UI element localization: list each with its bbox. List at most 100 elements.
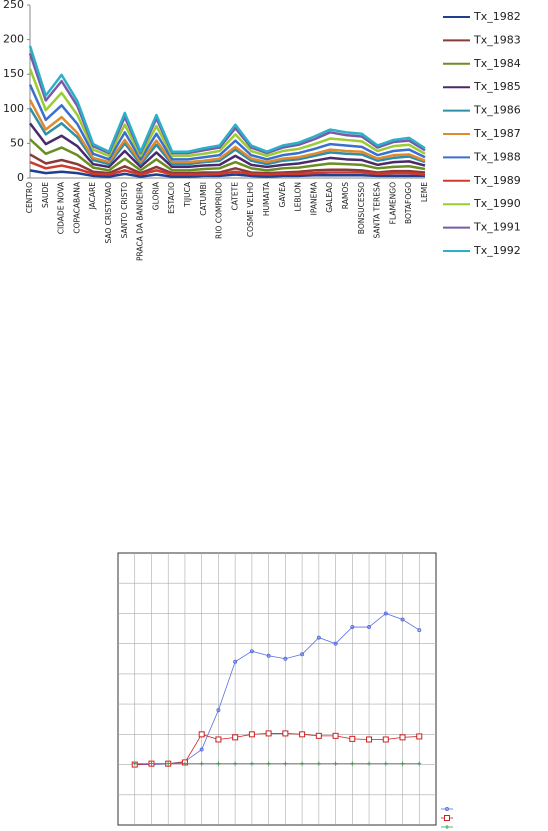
- line-series: [28, 107, 426, 166]
- marker: [316, 635, 321, 640]
- marker: [445, 807, 449, 811]
- legend-label: Tx_1988: [473, 150, 521, 163]
- marker: [382, 736, 389, 743]
- marker: [199, 747, 204, 752]
- legend-label: Tx_1984: [473, 57, 521, 70]
- y-tick-label: 200: [3, 33, 24, 46]
- x-tick-label: ESTACIO: [167, 182, 176, 214]
- x-tick-label: COSME VELHO: [246, 182, 255, 237]
- legend-label: Tx_1991: [473, 221, 521, 234]
- marker: [332, 732, 339, 739]
- line-series: [29, 160, 426, 176]
- legend-label: Tx_1992: [473, 244, 521, 257]
- x-tick-label: CATETE: [230, 182, 239, 211]
- x-tick-label: CATUMBI: [199, 182, 208, 216]
- line-series: [29, 169, 425, 178]
- marker: [417, 628, 422, 633]
- marker: [333, 641, 338, 646]
- x-tick-label: SAO CRISTOVAO: [104, 182, 113, 244]
- marker: [367, 625, 372, 630]
- marker: [166, 761, 171, 766]
- legend-label: Tx_1987: [473, 127, 521, 140]
- marker: [366, 736, 373, 743]
- marker: [400, 761, 405, 766]
- y-tick-label: 150: [3, 67, 24, 80]
- legend-label: Tx_1983: [473, 33, 521, 46]
- legend-label: Tx_1982: [473, 10, 521, 23]
- marker: [383, 611, 388, 616]
- y-tick-label: 250: [3, 0, 24, 11]
- x-tick-label: RAMOS: [341, 182, 350, 209]
- marker: [350, 761, 355, 766]
- line-series: [28, 99, 426, 164]
- legend-label: Tx_1985: [473, 80, 521, 93]
- x-tick-label: JACARE: [88, 182, 97, 211]
- line-series: [29, 153, 426, 175]
- marker: [132, 761, 137, 766]
- line-series: [134, 612, 420, 765]
- line-series: [28, 53, 426, 155]
- x-tick-label: BOTAFOGO: [404, 182, 413, 224]
- marker: [333, 761, 338, 766]
- x-tick-label: GLORIA: [151, 181, 160, 210]
- marker: [216, 761, 221, 766]
- x-tick-label: SANTA TERESA: [373, 181, 382, 238]
- marker: [383, 761, 388, 766]
- marker: [416, 733, 423, 740]
- marker: [232, 734, 239, 741]
- marker: [248, 731, 255, 738]
- marker: [265, 730, 272, 737]
- marker: [300, 761, 305, 766]
- marker: [350, 625, 355, 630]
- x-tick-label: CENTRO: [25, 182, 34, 213]
- marker: [198, 731, 205, 738]
- x-tick-label: IPANEMA: [309, 181, 318, 215]
- x-tick-label: HUMAITA: [262, 181, 271, 216]
- marker: [445, 825, 449, 829]
- marker: [216, 708, 221, 713]
- x-tick-label: FLAMENGO: [388, 182, 397, 224]
- marker: [233, 659, 238, 664]
- x-tick-label: TIJUCA: [183, 181, 192, 208]
- line-series: [29, 122, 426, 169]
- line-series: [29, 138, 426, 172]
- x-tick-label: SANTO CRISTO: [120, 182, 129, 239]
- x-tick-label: CIDADE NOVA: [57, 181, 66, 234]
- y-tick-label: 50: [10, 136, 24, 149]
- marker: [182, 761, 187, 766]
- x-tick-label: SAUDE: [41, 182, 50, 208]
- marker: [283, 761, 288, 766]
- x-tick-label: COPACABANA: [72, 181, 81, 233]
- x-tick-label: PRACA DA BANDEIRA: [136, 181, 145, 261]
- x-tick-label: BONSUCESSO: [357, 182, 366, 234]
- marker: [300, 652, 305, 657]
- legend-label: Tx_1986: [473, 104, 521, 117]
- y-tick-label: 100: [3, 102, 24, 115]
- legend-label: Tx_1989: [473, 174, 521, 187]
- x-tick-label: LEME: [420, 182, 429, 202]
- marker: [249, 649, 254, 654]
- marker: [266, 761, 271, 766]
- plot-frame: [117, 552, 437, 826]
- marker: [349, 735, 356, 742]
- marker: [283, 656, 288, 661]
- x-tick-label: RIO COMPRIDO: [215, 182, 224, 239]
- x-tick-label: GAVEA: [278, 181, 287, 207]
- marker: [215, 736, 222, 743]
- marker: [417, 761, 422, 766]
- legend-label: Tx_1990: [473, 197, 521, 210]
- marker: [316, 761, 321, 766]
- x-tick-label: GALEAO: [325, 182, 334, 213]
- marker: [149, 761, 154, 766]
- line-series: [134, 733, 420, 765]
- marker: [282, 730, 289, 737]
- marker: [367, 761, 372, 766]
- marker: [400, 617, 405, 622]
- marker: [399, 734, 406, 741]
- marker: [233, 761, 238, 766]
- y-tick-label: 0: [17, 171, 24, 184]
- line-series: [28, 84, 426, 161]
- marker: [299, 731, 306, 738]
- x-tick-label: LEBLON: [294, 182, 303, 212]
